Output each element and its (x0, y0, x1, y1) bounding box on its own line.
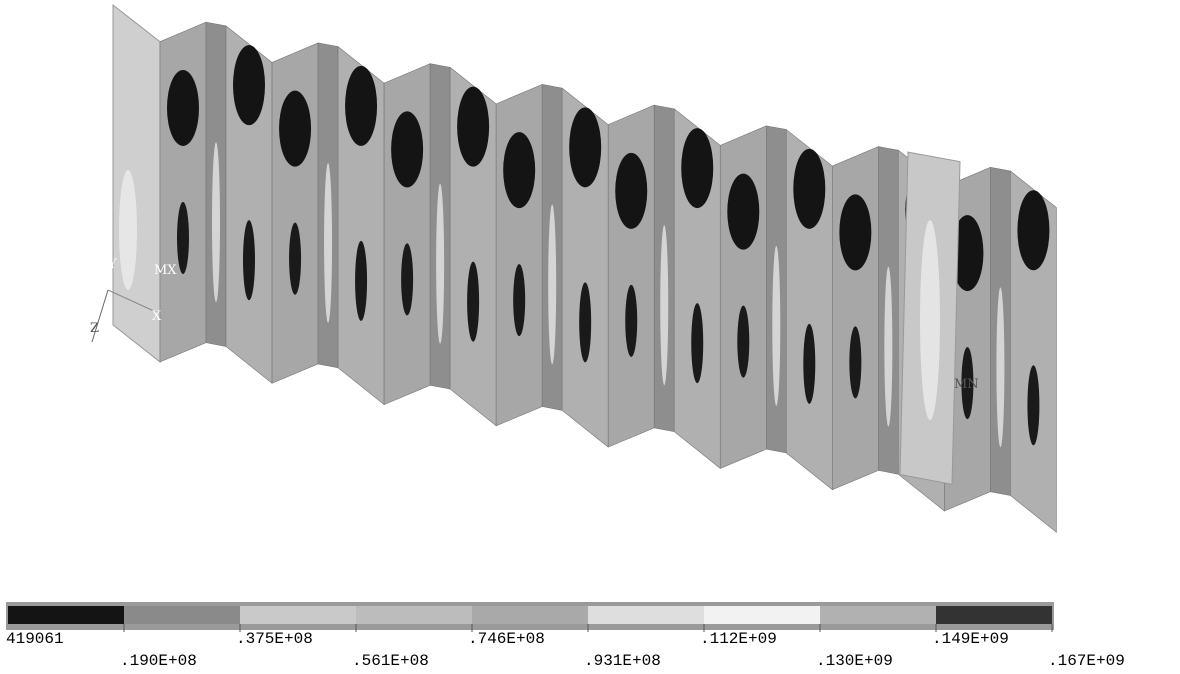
legend-swatch (588, 606, 704, 624)
min-marker: MN (954, 377, 979, 392)
contour-region (243, 220, 255, 301)
contour-region (660, 225, 669, 386)
legend-label: .130E+09 (816, 652, 893, 670)
contour-region (849, 326, 862, 399)
contour-region (681, 128, 714, 209)
max-marker: MX (154, 263, 177, 278)
legend-label: .561E+08 (352, 652, 429, 670)
contour-region (212, 142, 220, 303)
legend-swatch (704, 606, 820, 624)
contour-region (177, 201, 189, 274)
contour-region (279, 90, 312, 167)
legend-label: .149E+09 (932, 630, 1009, 648)
legend-label: 419061 (6, 630, 64, 648)
contour-region (793, 148, 826, 229)
legend-label: .746E+08 (468, 630, 545, 648)
contour-region (727, 173, 760, 250)
contour-region (436, 183, 445, 344)
contour-region (615, 152, 648, 229)
contour-region (401, 243, 414, 316)
legend-label: .167E+09 (1048, 652, 1125, 670)
contour-region (467, 261, 480, 342)
contour-region (324, 162, 333, 323)
contour-region (625, 284, 638, 357)
triad-axis (91, 289, 109, 343)
contour-region (691, 303, 704, 384)
legend-swatch (820, 606, 936, 624)
legend-swatch (8, 606, 124, 624)
contour-region (772, 245, 781, 406)
contour-region (569, 107, 602, 188)
contour-region (457, 86, 490, 167)
contour-region (233, 45, 265, 126)
contour-region (513, 264, 526, 337)
legend-swatch (240, 606, 356, 624)
contour-region (503, 132, 536, 209)
legend-label: .190E+08 (120, 652, 197, 670)
contour-region (803, 323, 816, 404)
legend-swatch (936, 606, 1052, 624)
axis-label: Y (107, 257, 117, 272)
contour-region (884, 266, 893, 427)
triad: Y Z X (90, 257, 162, 343)
contour-region (289, 222, 302, 295)
contour-region (951, 215, 984, 292)
contour-plate (112, 3, 1057, 533)
contour-region (839, 194, 872, 271)
contour-region (737, 305, 750, 378)
contour-region (920, 220, 940, 420)
contour-region (391, 111, 424, 188)
contour-region (1027, 365, 1040, 446)
legend-swatch (472, 606, 588, 624)
contour-region (579, 282, 592, 363)
legend-swatch (124, 606, 240, 624)
legend-label: .375E+08 (236, 630, 313, 648)
contour-region (345, 65, 378, 146)
contour-region (1017, 190, 1050, 271)
legend-label: .931E+08 (584, 652, 661, 670)
contour-region (355, 240, 368, 321)
contour-region (548, 204, 557, 365)
legend: 419061 .190E+08 .375E+08 .561E+08 .746E+08 .9… (6, 602, 1125, 670)
contour-region (167, 69, 199, 146)
contour-region (119, 170, 137, 290)
legend-label: .112E+09 (700, 630, 777, 648)
axis-label: X (152, 309, 162, 324)
triad-axis (107, 289, 157, 313)
contour-region (961, 347, 974, 420)
legend-swatch (356, 606, 472, 624)
contour-region (996, 287, 1005, 448)
axis-label: Z (90, 321, 99, 336)
